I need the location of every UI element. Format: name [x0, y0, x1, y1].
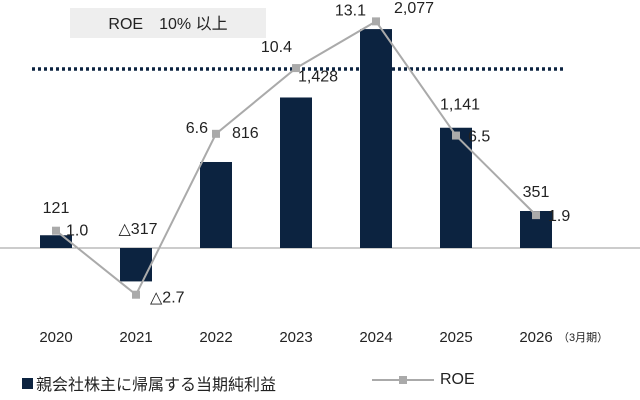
roe-label-2022: 6.6	[186, 120, 208, 137]
roe-label-2021: △2.7	[150, 290, 185, 307]
target-label: ROE 10% 以上	[108, 15, 227, 33]
roe-point-2020	[52, 226, 60, 235]
roe-label-2026: 1.9	[548, 208, 570, 225]
legend-line-label: ROE	[440, 371, 475, 388]
roe-point-2024	[372, 17, 380, 26]
bar-label-2025: 1,141	[440, 97, 480, 114]
legend-bar-swatch	[22, 377, 33, 389]
x-tick-2026: 2026	[519, 329, 552, 346]
legend-bar-label: 親会社株主に帰属する当期純利益	[36, 375, 277, 394]
roe-point-2026	[532, 211, 540, 220]
x-tick-2020: 2020	[39, 329, 72, 346]
bar-2021	[120, 248, 152, 282]
bar-label-2022: 816	[232, 125, 259, 142]
bar-label-2023: 1,428	[298, 68, 338, 85]
roe-point-2022	[212, 129, 220, 138]
x-tick-2022: 2022	[199, 329, 232, 346]
target-label-box	[70, 8, 266, 38]
roe-label-2020: 1.0	[66, 223, 88, 240]
bar-2020	[40, 235, 72, 248]
bar-label-2021: △317	[119, 221, 158, 238]
x-note: （3月期）	[558, 331, 608, 344]
roe-point-2025	[452, 131, 460, 140]
bar-2024	[360, 29, 392, 249]
bar-2022	[200, 161, 232, 248]
roe-point-2021	[132, 290, 140, 299]
x-tick-2024: 2024	[359, 329, 392, 346]
roe-label-2024: 13.1	[335, 2, 366, 19]
roe-label-2025: 6.5	[468, 129, 490, 146]
bar-label-2020: 121	[43, 200, 70, 217]
bar-label-2024: 2,077	[394, 0, 434, 17]
legend-line-swatch	[372, 376, 434, 384]
legend-bar: 親会社株主に帰属する当期純利益	[22, 371, 276, 395]
roe-point-2023	[292, 64, 300, 73]
roe-label-2023: 10.4	[261, 39, 292, 56]
x-tick-2021: 2021	[119, 329, 152, 346]
x-tick-2025: 2025	[439, 329, 472, 346]
legend-line: ROE	[372, 371, 475, 389]
x-tick-2023: 2023	[279, 329, 312, 346]
bar-label-2026: 351	[523, 184, 550, 201]
bar-2025	[440, 127, 472, 248]
bar-2023	[280, 97, 312, 248]
